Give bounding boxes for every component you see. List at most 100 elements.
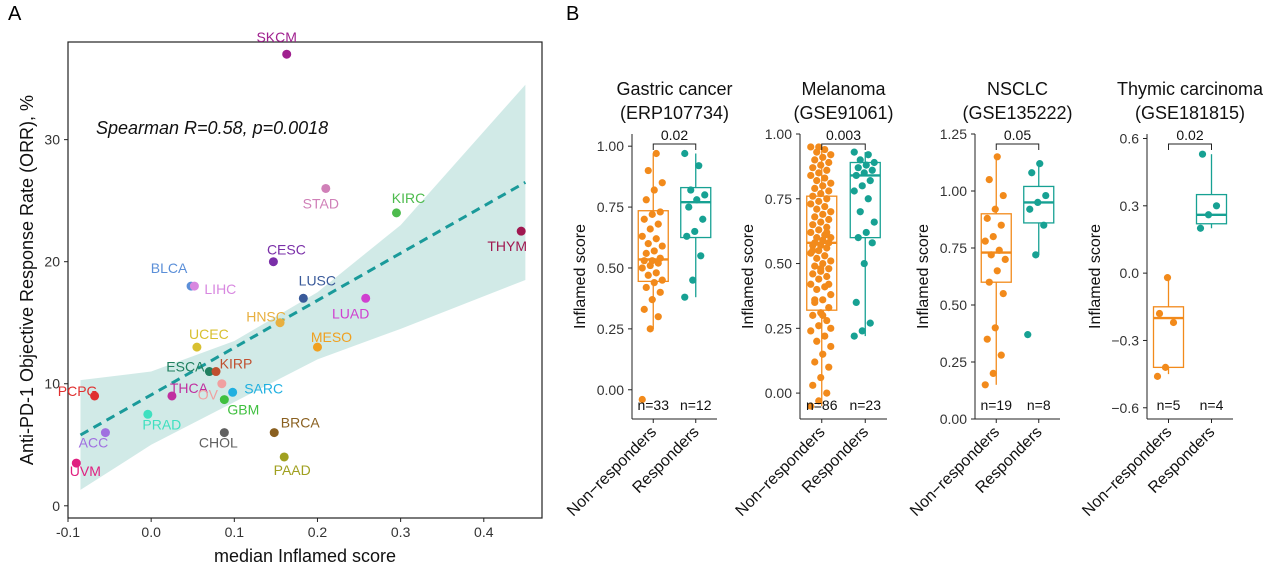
data-point [823, 228, 831, 237]
data-point [860, 259, 868, 268]
data-point [697, 252, 705, 260]
point-label: CESC [267, 242, 306, 258]
data-point [825, 265, 833, 273]
significance-bracket [1168, 143, 1212, 150]
data-point [652, 149, 660, 158]
data-point [997, 221, 1005, 229]
data-point [825, 280, 833, 288]
point-label: UVM [70, 463, 101, 479]
group-count: n=4 [1200, 397, 1224, 413]
data-point [646, 325, 654, 333]
y-tick-label: 1.25 [940, 126, 967, 142]
data-point [993, 267, 1001, 275]
box [1195, 193, 1228, 225]
data-point [821, 145, 829, 154]
x-tick-label: 0.4 [474, 524, 494, 540]
x-axis-title: median Inflamed score [214, 546, 396, 566]
data-point [854, 164, 862, 172]
data-point [864, 195, 872, 203]
y-tick-label: 0.75 [940, 240, 967, 256]
point-label: PCPG [58, 383, 98, 399]
data-point [811, 262, 819, 270]
data-point [827, 257, 835, 265]
data-point [813, 254, 821, 262]
data-point [999, 191, 1007, 200]
data-point [999, 290, 1007, 298]
box [980, 213, 1012, 283]
data-point [1155, 309, 1164, 318]
y-tick-label: 0.00 [765, 385, 792, 401]
group-count: n=19 [980, 397, 1012, 413]
data-point [827, 208, 835, 216]
y-tick-label: 0.3 [1120, 198, 1140, 214]
data-point [823, 272, 831, 281]
data-point [638, 264, 646, 272]
data-point [825, 187, 833, 195]
data-point [858, 327, 866, 335]
data-point [819, 311, 827, 319]
data-point [811, 358, 819, 366]
data-point [701, 191, 709, 199]
point-label: KIRC [392, 190, 425, 206]
data-point [819, 210, 827, 218]
y-tick-label: 10 [44, 376, 60, 392]
y-axis-title: Anti-PD-1 Objective Response Rate (ORR),… [17, 95, 37, 465]
data-point [811, 184, 819, 193]
point-uvm [71, 458, 81, 468]
y-tick-label: 0.6 [1120, 130, 1140, 146]
data-point [813, 337, 821, 345]
y-axis-title: Inflamed score [915, 224, 932, 329]
point-sarc [228, 387, 238, 397]
data-point [1204, 211, 1213, 219]
y-tick-label: 0.50 [597, 260, 624, 276]
data-point [997, 351, 1005, 359]
x-tick-label: 0.0 [141, 524, 161, 540]
data-point [809, 270, 817, 278]
data-point [821, 202, 829, 211]
data-point [681, 293, 689, 301]
data-point [866, 177, 874, 185]
data-point [807, 228, 815, 237]
data-point [654, 313, 662, 321]
data-point [1196, 224, 1205, 232]
y-tick-label: 0.0 [1120, 265, 1140, 281]
data-point [644, 240, 652, 248]
point-thym [516, 226, 526, 236]
data-point [852, 171, 860, 180]
data-point [819, 153, 827, 161]
y-tick-label: 1.00 [940, 183, 967, 199]
data-point [821, 332, 829, 340]
data-point [862, 161, 870, 169]
data-point [852, 298, 860, 307]
y-tick-label: 0.50 [940, 297, 967, 313]
data-point [981, 381, 989, 389]
data-point [813, 177, 821, 185]
data-point [993, 153, 1001, 161]
x-tick-label: 0.1 [225, 524, 245, 540]
data-point [1153, 372, 1162, 380]
data-point [654, 220, 662, 228]
y-tick-label: 30 [44, 132, 60, 148]
data-point [656, 288, 664, 296]
point-ov [217, 379, 227, 389]
y-tick-label: 0.25 [940, 354, 967, 370]
y-tick-label: −0.3 [1111, 332, 1139, 348]
point-pcpg [90, 391, 100, 401]
data-point [811, 213, 819, 221]
boxplot-2: Melanoma (GSE91061) 0.00 0.25 0.50 0.75 1.00 In… [733, 79, 894, 520]
data-point [1034, 198, 1042, 206]
y-tick-label: 0.25 [765, 320, 792, 336]
significance-bracket [995, 143, 1040, 150]
p-value: 0.02 [1176, 127, 1203, 143]
y-axis-title: Inflamed score [1087, 224, 1104, 329]
p-value: 0.05 [1004, 127, 1031, 143]
data-point [1169, 318, 1178, 327]
data-point [695, 162, 703, 170]
point-luad [361, 293, 371, 303]
data-point [652, 269, 660, 277]
point-esca [204, 367, 214, 377]
panel-subtitle: (GSE181815) [1135, 103, 1245, 123]
data-point [811, 296, 819, 304]
data-point [809, 246, 817, 255]
point-brca [269, 428, 279, 438]
